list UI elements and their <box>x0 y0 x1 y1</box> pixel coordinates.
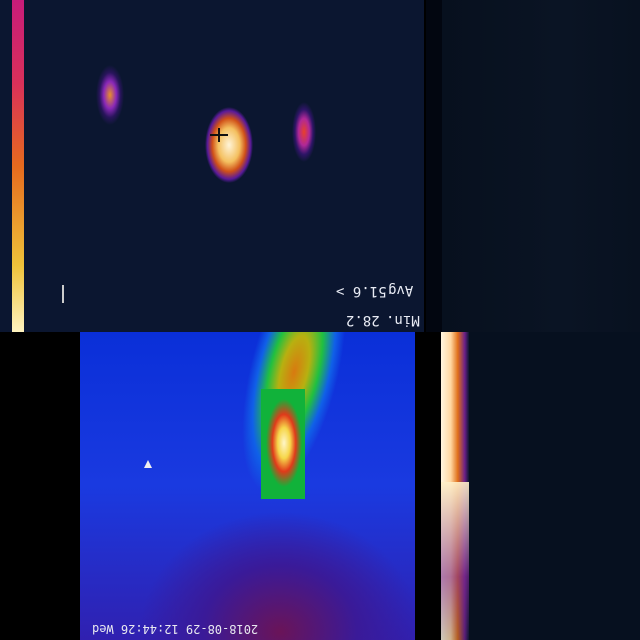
measurement-roi-box <box>261 389 305 499</box>
thermal-view-dark <box>426 0 640 332</box>
thermal-view-rainbow: 2018-08-29 12:44:26 Wed <box>80 332 415 640</box>
cursor-marker <box>62 285 64 303</box>
hot-edge-lower <box>441 482 469 640</box>
thermal-view-iron: Avg 51.6 > Min. 28.2 <box>0 0 424 332</box>
hot-region-left <box>90 55 150 150</box>
thermal-view-edge <box>441 332 640 640</box>
color-scale-bar <box>12 0 24 332</box>
pointer-icon <box>144 460 152 468</box>
crosshair-icon <box>210 128 228 142</box>
min-value: 28.2 <box>346 312 380 328</box>
timestamp: 2018-08-29 12:44:26 Wed <box>92 622 258 636</box>
hotspot <box>266 399 302 487</box>
avg-value: 51.6 > <box>336 283 387 299</box>
min-label: Min. <box>386 312 420 328</box>
hot-region-right <box>290 102 320 174</box>
hot-region-center <box>205 105 253 190</box>
dark-scene <box>442 0 640 332</box>
avg-label: Avg <box>388 282 413 298</box>
